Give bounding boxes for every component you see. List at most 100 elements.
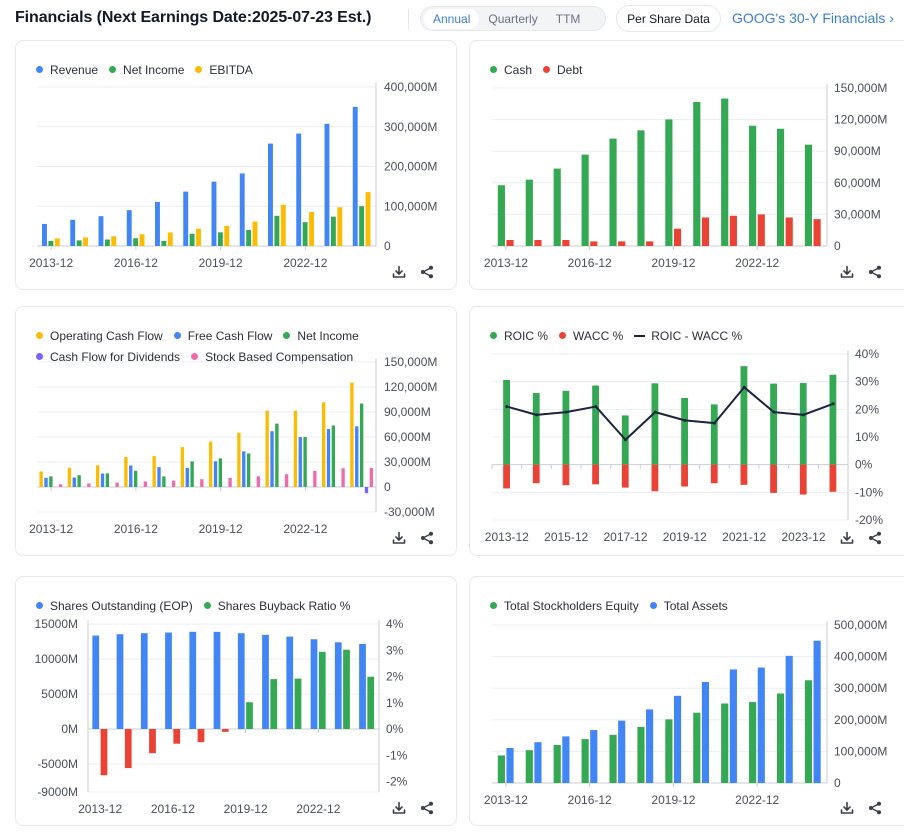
bar-shares-outstanding-eop-2017-12[interactable]	[189, 631, 197, 729]
bar-shares-outstanding-eop-2022-12[interactable]	[310, 639, 318, 729]
bar-ebitda-2016-12[interactable]	[139, 234, 145, 246]
bar-net-income-2022-12[interactable]	[302, 222, 308, 246]
share-icon[interactable]	[420, 801, 434, 815]
per-share-data-button[interactable]: Per Share Data	[616, 5, 721, 32]
bar-shares-buyback-ratio-2020-12[interactable]	[270, 679, 278, 729]
bar-free-cash-flow-2017-12[interactable]	[157, 467, 161, 487]
bar-ebitda-2013-12[interactable]	[54, 238, 60, 246]
bar-total-stockholders-equity-2014-12[interactable]	[525, 750, 533, 783]
bar-stock-based-compensation-2022-12[interactable]	[313, 470, 317, 487]
bar-revenue-2019-12[interactable]	[211, 181, 217, 246]
bar-cash-2020-12[interactable]	[693, 102, 701, 246]
bar-cash-2022-12[interactable]	[749, 125, 757, 246]
legend-item-free-cash-flow[interactable]: Free Cash Flow	[173, 329, 272, 343]
bar-revenue-2024-12[interactable]	[352, 106, 358, 246]
bar-debt-2024-12[interactable]	[813, 219, 821, 246]
share-icon[interactable]	[420, 531, 434, 545]
bar-ebitda-2023-12[interactable]	[337, 207, 343, 246]
point-roic-wacc-2022-12[interactable]	[772, 410, 776, 414]
point-roic-wacc-2013-12[interactable]	[505, 405, 509, 409]
bar-roic-2013-12[interactable]	[503, 380, 510, 465]
bar-net-income-2013-12[interactable]	[49, 476, 53, 487]
download-icon[interactable]	[392, 531, 406, 545]
bar-operating-cash-flow-2014-12[interactable]	[67, 467, 72, 487]
bar-wacc-2019-12[interactable]	[681, 464, 688, 487]
bar-debt-2015-12[interactable]	[562, 239, 570, 246]
bar-wacc-2024-12[interactable]	[829, 464, 837, 492]
legend-item-shares-buyback-ratio[interactable]: Shares Buyback Ratio %	[203, 599, 350, 613]
legend-item-cash-flow-for-dividends[interactable]: Cash Flow for Dividends	[36, 350, 180, 364]
bar-total-assets-2019-12[interactable]	[673, 695, 682, 783]
bar-free-cash-flow-2015-12[interactable]	[100, 473, 105, 487]
legend-item-wacc[interactable]: WACC %	[559, 329, 623, 343]
bar-ebitda-2017-12[interactable]	[167, 232, 173, 246]
30y-financials-link[interactable]: GOOG's 30-Y Financials ›	[732, 10, 894, 26]
bar-shares-outstanding-eop-2015-12[interactable]	[140, 633, 148, 729]
bar-debt-2019-12[interactable]	[673, 228, 682, 246]
bar-wacc-2017-12[interactable]	[621, 464, 629, 488]
bar-total-assets-2016-12[interactable]	[590, 730, 598, 783]
bar-revenue-2016-12[interactable]	[126, 210, 132, 246]
bar-operating-cash-flow-2020-12[interactable]	[237, 432, 241, 487]
bar-net-income-2024-12[interactable]	[359, 403, 364, 487]
bar-stock-based-compensation-2017-12[interactable]	[171, 480, 176, 487]
bar-wacc-2020-12[interactable]	[710, 464, 718, 484]
bar-total-stockholders-equity-2022-12[interactable]	[749, 702, 757, 783]
bar-debt-2021-12[interactable]	[729, 215, 737, 246]
legend-item-ebitda[interactable]: EBITDA	[195, 63, 253, 77]
bar-stock-based-compensation-2013-12[interactable]	[58, 484, 63, 487]
bar-free-cash-flow-2016-12[interactable]	[129, 465, 133, 488]
bar-shares-buyback-ratio-2022-12[interactable]	[318, 651, 326, 729]
bar-total-stockholders-equity-2018-12[interactable]	[637, 726, 645, 783]
point-roic-wacc-2019-12[interactable]	[683, 418, 687, 422]
bar-net-income-2020-12[interactable]	[246, 453, 251, 487]
bar-cash-2016-12[interactable]	[581, 154, 589, 246]
bar-revenue-2015-12[interactable]	[98, 216, 104, 246]
bar-stock-based-compensation-2018-12[interactable]	[200, 479, 204, 487]
bar-shares-outstanding-eop-2023-12[interactable]	[334, 642, 342, 729]
bar-stock-based-compensation-2024-12[interactable]	[369, 468, 374, 487]
bar-net-income-2023-12[interactable]	[330, 216, 336, 246]
bar-net-income-2016-12[interactable]	[133, 238, 139, 246]
bar-cash-2017-12[interactable]	[609, 138, 617, 246]
download-icon[interactable]	[392, 265, 406, 279]
bar-cash-2023-12[interactable]	[776, 128, 785, 246]
bar-shares-outstanding-eop-2024-12[interactable]	[359, 643, 366, 729]
point-roic-wacc-2021-12[interactable]	[742, 385, 746, 389]
tab-quarterly[interactable]: Quarterly	[488, 11, 538, 26]
bar-cash-flow-for-dividends-2024-12[interactable]	[364, 487, 369, 494]
bar-wacc-2023-12[interactable]	[799, 464, 807, 495]
bar-net-income-2018-12[interactable]	[189, 233, 195, 246]
bar-operating-cash-flow-2023-12[interactable]	[321, 402, 326, 487]
point-roic-wacc-2015-12[interactable]	[564, 410, 568, 414]
bar-roic-2022-12[interactable]	[770, 383, 777, 465]
bar-total-assets-2022-12[interactable]	[757, 667, 765, 783]
bar-total-stockholders-equity-2017-12[interactable]	[609, 734, 617, 783]
bar-stock-based-compensation-2015-12[interactable]	[115, 482, 119, 487]
bar-shares-outstanding-eop-2020-12[interactable]	[262, 634, 269, 729]
legend-item-roic-wacc[interactable]: ROIC - WACC %	[634, 329, 742, 343]
bar-total-stockholders-equity-2021-12[interactable]	[721, 703, 729, 783]
bar-ebitda-2014-12[interactable]	[83, 237, 88, 246]
bar-net-income-2019-12[interactable]	[217, 232, 223, 246]
bar-operating-cash-flow-2019-12[interactable]	[208, 441, 213, 487]
bar-cash-2019-12[interactable]	[665, 119, 673, 246]
legend-item-operating-cash-flow[interactable]: Operating Cash Flow	[36, 329, 163, 343]
bar-net-income-2015-12[interactable]	[104, 239, 110, 246]
bar-stock-based-compensation-2014-12[interactable]	[87, 483, 91, 488]
bar-total-assets-2023-12[interactable]	[785, 655, 793, 783]
point-roic-wacc-2018-12[interactable]	[653, 410, 657, 414]
legend-item-shares-outstanding-eop[interactable]: Shares Outstanding (EOP)	[36, 599, 193, 613]
bar-revenue-2014-12[interactable]	[70, 219, 76, 246]
bar-debt-2020-12[interactable]	[701, 217, 710, 246]
bar-wacc-2015-12[interactable]	[562, 464, 570, 486]
download-icon[interactable]	[840, 531, 854, 545]
bar-free-cash-flow-2014-12[interactable]	[72, 477, 76, 488]
bar-total-stockholders-equity-2020-12[interactable]	[693, 712, 701, 783]
share-icon[interactable]	[868, 531, 882, 545]
bar-free-cash-flow-2023-12[interactable]	[326, 429, 331, 487]
share-icon[interactable]	[868, 265, 882, 279]
download-icon[interactable]	[392, 801, 406, 815]
bar-net-income-2014-12[interactable]	[76, 240, 82, 246]
bar-shares-buyback-ratio-2013-12[interactable]	[100, 729, 108, 776]
